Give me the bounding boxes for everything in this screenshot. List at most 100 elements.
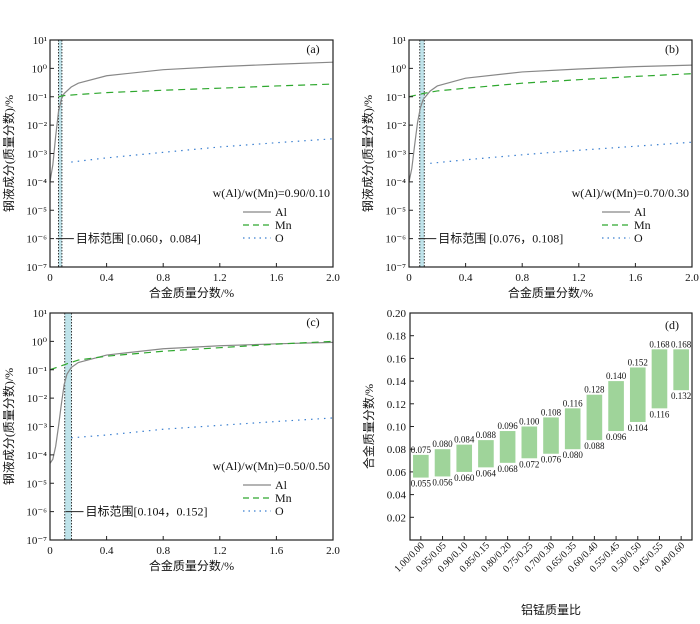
y-tick-label: 10⁻¹	[27, 365, 47, 377]
legend-al-label: Al	[275, 205, 288, 219]
series-al-line	[49, 341, 334, 464]
series-o-line	[71, 417, 334, 439]
y-tick-label: 10⁻³	[27, 422, 48, 434]
y-tick-label: 10⁻⁷	[385, 262, 406, 274]
y-tick-label: 10¹	[33, 308, 47, 320]
legend-o-label: O	[275, 231, 284, 245]
x-tick-label: 0.4	[100, 545, 114, 557]
series-o-line	[71, 138, 334, 163]
legend-al-label: Al	[634, 205, 647, 219]
y-tick-label: 10⁻²	[27, 120, 48, 132]
x-tick-label: 1.6	[629, 272, 643, 284]
range-bar	[586, 394, 603, 441]
bar-low-label: 0.056	[432, 477, 453, 487]
x-tick-label: 2.0	[685, 272, 699, 284]
bar-high-label: 0.075	[411, 445, 432, 455]
range-bar	[521, 426, 538, 459]
bar-low-label: 0.132	[671, 391, 691, 401]
bar-low-label: 0.060	[454, 473, 475, 483]
y-tick-label: 10⁻⁴	[26, 177, 47, 189]
range-bar	[608, 381, 624, 432]
legend-o-label: O	[634, 231, 643, 245]
y-tick-label: 0.20	[387, 308, 407, 320]
bar-high-label: 0.100	[519, 417, 540, 427]
y-tick-label: 10⁻⁶	[385, 234, 406, 246]
bar-low-label: 0.116	[650, 409, 670, 419]
bar-high-label: 0.088	[476, 430, 497, 440]
legend-o-label: O	[275, 504, 284, 518]
y-tick-label: 10⁰	[391, 63, 407, 75]
bar-low-label: 0.068	[497, 464, 518, 474]
bar-high-label: 0.152	[628, 357, 648, 367]
y-tick-label: 10⁻⁵	[26, 205, 47, 217]
y-tick-label: 10⁰	[32, 336, 48, 348]
y-tick-label: 0.02	[387, 512, 406, 524]
y-tick-label: 10⁻³	[386, 149, 407, 161]
x-tick-label: 1.2	[213, 272, 227, 284]
panel-label: (a)	[306, 42, 319, 56]
x-tick-label: 1.6	[270, 272, 284, 284]
y-tick-label: 0.06	[387, 467, 407, 479]
y-tick-label: 0.16	[387, 353, 407, 365]
x-tick-label: 1.2	[213, 545, 227, 557]
bar-high-label: 0.080	[432, 439, 453, 449]
y-tick-label: 10¹	[33, 35, 47, 47]
y-tick-label: 0.14	[387, 376, 407, 388]
x-axis-label: 合金质量分数/%	[149, 285, 234, 300]
bar-high-label: 0.108	[541, 407, 562, 417]
bar-low-label: 0.104	[628, 423, 649, 433]
panel-label: (c)	[306, 315, 319, 329]
range-bar	[499, 431, 516, 463]
series-mn-line	[408, 73, 693, 98]
legend-mn-label: Mn	[634, 218, 651, 232]
x-tick-label: 0.8	[515, 272, 529, 284]
y-axis-label: 合金质量分数/%	[361, 384, 376, 469]
series-mn-line	[58, 83, 334, 98]
x-tick-label: 2.0	[326, 545, 340, 557]
bar-low-label: 0.088	[584, 441, 605, 451]
x-tick-label: 0	[406, 272, 412, 284]
y-tick-label: 10⁻⁶	[26, 507, 47, 519]
bar-high-label: 0.140	[606, 371, 627, 381]
legend-mn-label: Mn	[275, 491, 292, 505]
x-tick-label: 0	[47, 545, 53, 557]
y-tick-label: 10⁻⁵	[385, 205, 406, 217]
y-tick-label: 10⁻⁴	[385, 177, 406, 189]
bar-high-label: 0.096	[497, 421, 518, 431]
bar-high-label: 0.168	[671, 339, 692, 349]
target-range-label: 目标范围 [0.060，0.084]	[76, 232, 201, 246]
series-al-line	[49, 61, 334, 182]
target-range-label: 目标范围 [0.076，0.108]	[438, 232, 563, 246]
y-tick-label: 10⁻¹	[27, 92, 47, 104]
x-tick-label: 0.8	[156, 272, 170, 284]
x-tick-label: 0	[47, 272, 53, 284]
bar-low-label: 0.080	[563, 450, 584, 460]
bar-high-label: 0.116	[563, 398, 583, 408]
series-o-line	[430, 141, 693, 164]
bar-low-label: 0.076	[541, 455, 562, 465]
y-tick-label: 0.12	[387, 399, 406, 411]
ratio-annotation: w(Al)/w(Mn)=0.50/0.50	[213, 459, 330, 473]
y-tick-label: 10⁰	[32, 63, 48, 75]
x-axis-label: 合金质量分数/%	[149, 558, 234, 573]
bar-low-label: 0.055	[411, 479, 432, 489]
ratio-annotation: w(Al)/w(Mn)=0.90/0.10	[213, 186, 330, 200]
y-tick-label: 0.08	[387, 444, 407, 456]
y-tick-label: 10¹	[392, 35, 406, 47]
panel-label: (b)	[665, 42, 679, 56]
bar-high-label: 0.128	[584, 385, 605, 395]
series-mn-line	[49, 340, 334, 371]
y-axis-label: 钢液成分(质量分数)/%	[1, 368, 16, 485]
x-tick-label: 0.4	[459, 272, 473, 284]
y-tick-label: 10⁻⁶	[26, 234, 47, 246]
y-tick-label: 0.18	[387, 331, 407, 343]
x-tick-label: 0.8	[156, 545, 170, 557]
y-axis-label: 钢液成分(质量分数)/%	[1, 95, 16, 212]
x-tick-label: 0.4	[100, 272, 114, 284]
y-tick-label: 10⁻²	[386, 120, 407, 132]
y-tick-label: 0.10	[387, 422, 407, 434]
ratio-annotation: w(Al)/w(Mn)=0.70/0.30	[572, 186, 689, 200]
x-tick-label: 2.0	[326, 272, 340, 284]
